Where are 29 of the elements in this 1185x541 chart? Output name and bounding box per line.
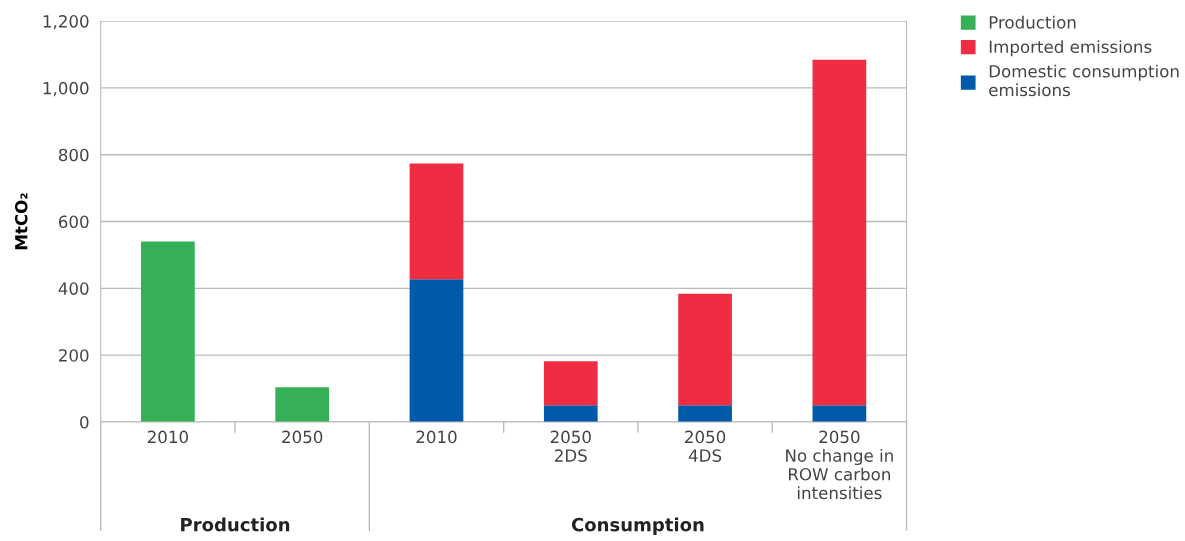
bar: [678, 405, 732, 422]
text: Production: [181, 517, 290, 532]
bar: [409, 163, 464, 280]
y-tick-label: 1,000: [43, 81, 89, 97]
bar: [543, 361, 598, 406]
x-tick-label: 2050: [282, 430, 323, 444]
y-tick-label: 600: [58, 215, 89, 229]
y-tick-label: 0: [80, 415, 89, 429]
x-tick-label: 2010: [147, 430, 188, 444]
y-tick-label: 200: [59, 349, 89, 362]
legend-label: Domestic consumption emissions: [989, 64, 1179, 97]
bar: [812, 405, 867, 422]
y-axis-title: MtCO₂: [14, 193, 28, 250]
x-tick-label: 2010: [416, 430, 457, 444]
x-tick-label: 2050 2DS: [550, 430, 591, 462]
bar: [275, 387, 330, 422]
bar: [678, 293, 732, 406]
y-tick-label: 800: [58, 148, 89, 162]
bar: [141, 241, 195, 422]
text: Consumption: [571, 517, 704, 535]
legend-label: Imported emissions: [989, 40, 1152, 57]
y-tick-label: 400: [58, 282, 89, 295]
x-tick-label: 2050 4DS: [685, 430, 726, 462]
x-tick-label: 2050 No change in ROW carbon intensities: [786, 430, 893, 500]
y-tick-label: 1,200: [43, 15, 89, 30]
bar: [409, 279, 464, 422]
legend-label: Production: [989, 15, 1076, 29]
bar: [543, 405, 598, 422]
bar: [812, 59, 867, 406]
